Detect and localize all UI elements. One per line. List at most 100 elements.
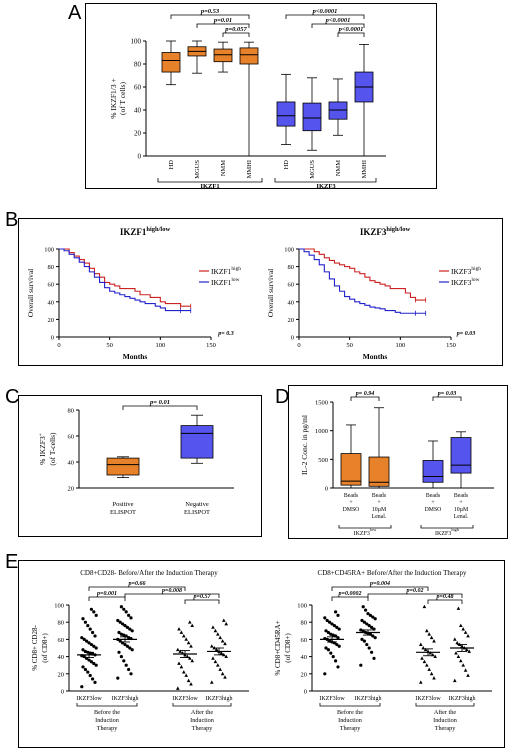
e-right-category-label: IKZF3high	[355, 696, 382, 702]
e-right-point	[419, 642, 423, 646]
e-right-point	[461, 663, 465, 667]
e-left-group2-line3: Therapy	[192, 725, 214, 732]
e-right-point	[372, 656, 376, 660]
a-pval-2-label: p=0.01	[213, 17, 232, 24]
e-left-point	[189, 644, 193, 648]
d-box	[450, 437, 472, 474]
d-category-label: +	[459, 500, 462, 506]
b-right-ytick-label: 40	[288, 299, 295, 306]
a-box	[161, 52, 181, 73]
d-category-label: 10µM	[372, 507, 386, 513]
a-pval-5-label: p<0.0001	[325, 17, 351, 24]
e-left-group1-line2: Induction	[95, 717, 119, 724]
e-right-point	[454, 651, 458, 655]
panel-b-right-chart: IKZF3high/low 0 20 40 60 80 100 0 50 100 150 Overal…	[266, 226, 481, 361]
e-right-point	[364, 608, 368, 612]
d-group1-label: IKZF3low	[354, 527, 378, 537]
e-left-point	[184, 673, 188, 677]
d-group1-bracket	[338, 525, 392, 529]
e-left-point	[86, 670, 90, 674]
c-ytick-label: 80	[68, 408, 75, 415]
e-left-point	[128, 627, 132, 631]
e-left-ytick-label: 20	[58, 671, 65, 678]
e-right-point	[329, 632, 333, 636]
d-ytick-label: 0	[325, 486, 328, 493]
a-ytick-label: 60	[134, 84, 142, 92]
e-left-pval-1-line	[88, 586, 186, 591]
d-group2-label: IKZF3high	[435, 527, 460, 537]
e-left-point	[81, 617, 85, 621]
a-pval-3-line	[222, 32, 250, 37]
d-group2-bracket	[420, 525, 474, 529]
e-left-pval-2-label: p=0.001	[96, 591, 117, 597]
b-left-ylabel: Overall survival	[26, 269, 35, 318]
b-left-xtick-label: 0	[57, 342, 60, 349]
b-left-legend-low: IKZF1low	[211, 277, 240, 287]
e-right-point	[365, 642, 369, 647]
e-left-point	[94, 663, 98, 667]
d-pval-2-label: p= 0.03	[437, 391, 456, 397]
e-left-point	[177, 627, 181, 631]
b-left-title: IKZF1high/low	[120, 226, 171, 237]
e-left-point	[85, 639, 89, 643]
a-pval-4-line	[285, 14, 365, 19]
e-right-pval-3-line	[367, 593, 463, 598]
e-left-point	[224, 654, 228, 658]
e-right-point	[429, 671, 434, 676]
b-left-xlabel: Months	[123, 352, 148, 361]
e-right-group1-bracket	[319, 703, 381, 707]
e-left-point	[189, 682, 193, 686]
b-right-ytick-label: 80	[288, 264, 295, 271]
b-left-series-high	[59, 248, 191, 307]
a-pval-6-label: p<0.0001	[338, 26, 364, 33]
panel-b-left-chart: IKZF1high/low 0 20 40 60 80 100 0 50 100 150 Overal…	[26, 226, 241, 361]
e-right-point	[366, 612, 370, 616]
e-left-point	[186, 640, 191, 645]
e-left-point	[122, 659, 126, 663]
e-left-group2-line1: After the	[191, 709, 213, 716]
c-ytick-label: 40	[68, 460, 75, 467]
e-right-point	[427, 667, 431, 671]
e-left-point	[178, 649, 182, 653]
e-left-point	[216, 632, 220, 636]
a-box	[276, 101, 296, 127]
e-left-point	[123, 642, 127, 647]
e-right-point	[429, 635, 434, 640]
e-right-point	[331, 655, 335, 659]
e-left-title: CD8+CD28- Before/After the Induction The…	[80, 569, 218, 577]
panel-e-label: E	[5, 551, 19, 573]
e-left-point	[91, 630, 95, 635]
a-category-label: NMM	[335, 160, 342, 176]
e-left-point	[83, 620, 87, 624]
e-right-point	[373, 636, 377, 640]
e-right-point	[433, 654, 437, 658]
e-right-group1-line1: Before the	[337, 709, 363, 716]
c-cat2-line2: ELISPOT	[184, 509, 210, 516]
e-left-point	[89, 642, 93, 647]
e-right-point	[368, 613, 372, 617]
e-left-point	[184, 637, 188, 641]
e-right-category-label: IKZF3low	[415, 696, 441, 702]
d-category-label: 10µM	[454, 507, 468, 513]
d-pval-1-line	[350, 396, 380, 401]
e-left-point	[210, 644, 214, 648]
e-left-group1-line3: Therapy	[97, 725, 119, 732]
d-ytick-label: 1000	[315, 428, 328, 435]
a-ylabel: % IKZF1/3 +	[109, 78, 118, 118]
e-left-point	[177, 661, 181, 665]
c-ytick-label: 60	[68, 434, 75, 441]
a-ytick-label: 80	[134, 61, 142, 69]
e-right-category-label: IKZF3high	[449, 696, 476, 702]
c-pval-line	[122, 405, 198, 410]
e-left-point	[176, 686, 180, 690]
e-left-pval-1-label: p=0.66	[128, 581, 146, 587]
e-right-point	[456, 606, 461, 610]
d-category-label: Beads	[372, 493, 387, 499]
e-left-point	[222, 618, 226, 622]
e-right-pval-4-label: p=0.48	[436, 594, 454, 600]
e-left-point	[130, 629, 134, 633]
e-right-point	[370, 625, 374, 629]
e-right-point	[461, 627, 465, 631]
a-ytick-label: 0	[138, 153, 142, 161]
b-left-ytick-label: 0	[51, 335, 54, 342]
